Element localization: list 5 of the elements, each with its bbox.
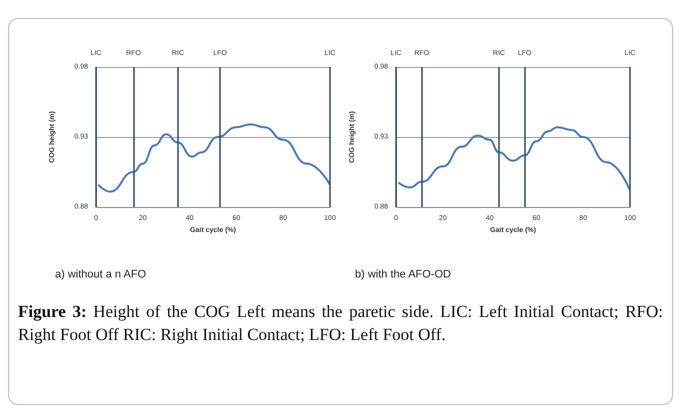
line-series <box>397 126 631 192</box>
text: a) without a n AFO <box>55 268 147 280</box>
line-series <box>97 123 331 193</box>
caption: Figure 3: Height of the COG Left means the paretic side. LIC: Left Initial Contact; RFO: Right Foot Off RIC: Right Initial Contact; LFO: Left Foot Off. <box>18 301 663 346</box>
text: b) with the AFO-OD <box>355 268 452 280</box>
